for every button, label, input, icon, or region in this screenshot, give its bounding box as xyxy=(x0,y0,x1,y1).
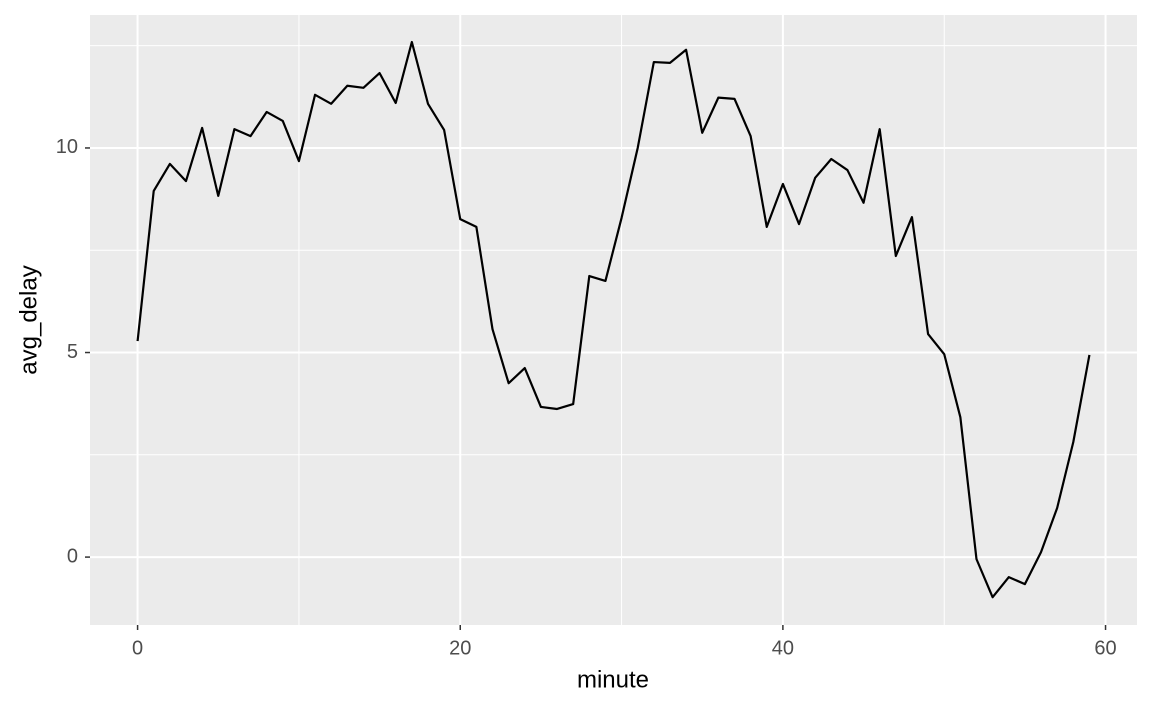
panel xyxy=(90,15,1137,625)
y-tick-label: 0 xyxy=(67,545,78,567)
marks xyxy=(136,40,1091,599)
x-axis-title: minute xyxy=(577,666,649,693)
line xyxy=(136,40,1091,599)
x-tick-label: 0 xyxy=(132,637,143,659)
x-tick-label: 40 xyxy=(772,637,794,659)
y-tick-label: 5 xyxy=(67,341,78,363)
y-axis-title: avg_delay xyxy=(15,265,42,374)
x-tick-label: 20 xyxy=(449,637,471,659)
x-tick-label: 60 xyxy=(1094,637,1116,659)
y-tick-label: 10 xyxy=(56,136,78,158)
